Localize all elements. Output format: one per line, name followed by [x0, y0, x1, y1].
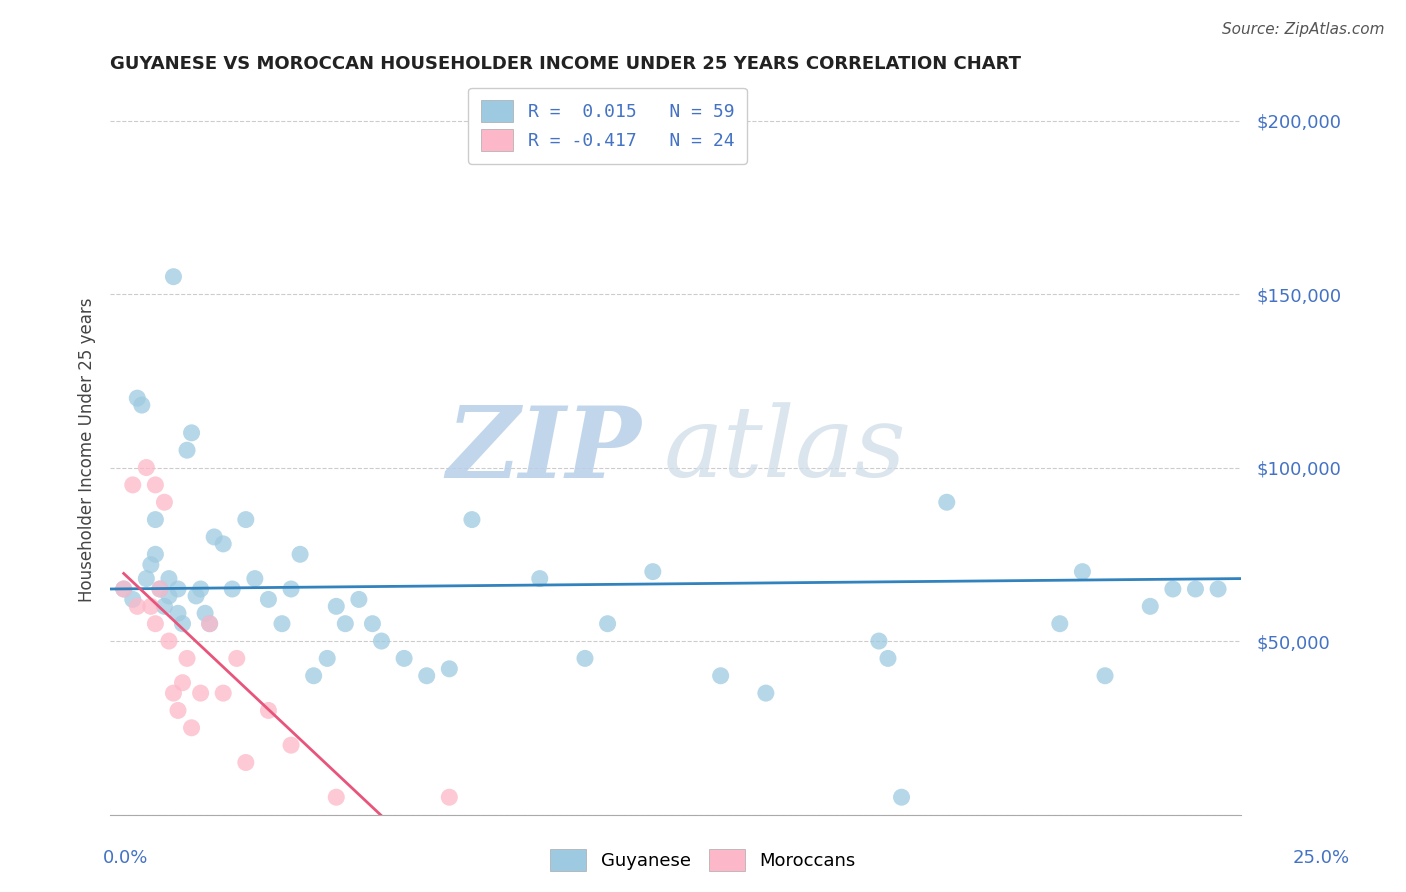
- Point: [439, 790, 461, 805]
- Legend: R =  0.015   N = 59, R = -0.417   N = 24: R = 0.015 N = 59, R = -0.417 N = 24: [468, 87, 747, 164]
- Point: [127, 599, 149, 614]
- Point: [176, 651, 198, 665]
- Point: [335, 616, 357, 631]
- Point: [135, 572, 157, 586]
- Point: [1139, 599, 1161, 614]
- Point: [167, 703, 190, 717]
- Point: [145, 616, 167, 631]
- Point: [176, 443, 198, 458]
- Point: [280, 582, 302, 596]
- Point: [1184, 582, 1206, 596]
- Point: [325, 599, 347, 614]
- Point: [157, 572, 180, 586]
- Point: [212, 686, 235, 700]
- Point: [153, 599, 176, 614]
- Point: [190, 582, 212, 596]
- Point: [288, 547, 311, 561]
- Legend: Guyanese, Moroccans: Guyanese, Moroccans: [543, 842, 863, 879]
- Point: [235, 512, 257, 526]
- Point: [302, 669, 325, 683]
- Point: [180, 721, 202, 735]
- Point: [529, 572, 551, 586]
- Point: [347, 592, 370, 607]
- Point: [1049, 616, 1071, 631]
- Point: [755, 686, 778, 700]
- Point: [162, 686, 184, 700]
- Point: [172, 675, 194, 690]
- Text: 0.0%: 0.0%: [103, 849, 148, 867]
- Point: [325, 790, 347, 805]
- Point: [121, 592, 143, 607]
- Text: atlas: atlas: [664, 402, 907, 498]
- Point: [935, 495, 957, 509]
- Point: [1206, 582, 1229, 596]
- Text: Source: ZipAtlas.com: Source: ZipAtlas.com: [1222, 22, 1385, 37]
- Point: [157, 589, 180, 603]
- Point: [194, 607, 217, 621]
- Point: [202, 530, 225, 544]
- Point: [167, 607, 190, 621]
- Point: [221, 582, 243, 596]
- Point: [127, 391, 149, 405]
- Point: [212, 537, 235, 551]
- Point: [710, 669, 733, 683]
- Point: [271, 616, 294, 631]
- Point: [235, 756, 257, 770]
- Point: [135, 460, 157, 475]
- Point: [370, 634, 392, 648]
- Point: [149, 582, 172, 596]
- Point: [145, 512, 167, 526]
- Point: [243, 572, 266, 586]
- Point: [180, 425, 202, 440]
- Text: GUYANESE VS MOROCCAN HOUSEHOLDER INCOME UNDER 25 YEARS CORRELATION CHART: GUYANESE VS MOROCCAN HOUSEHOLDER INCOME …: [110, 55, 1021, 73]
- Point: [198, 616, 221, 631]
- Point: [225, 651, 247, 665]
- Point: [415, 669, 437, 683]
- Point: [167, 582, 190, 596]
- Point: [198, 616, 221, 631]
- Point: [641, 565, 664, 579]
- Point: [392, 651, 415, 665]
- Point: [162, 269, 184, 284]
- Point: [145, 547, 167, 561]
- Point: [877, 651, 900, 665]
- Point: [157, 634, 180, 648]
- Text: ZIP: ZIP: [447, 402, 641, 499]
- Point: [574, 651, 596, 665]
- Point: [121, 478, 143, 492]
- Point: [112, 582, 135, 596]
- Point: [439, 662, 461, 676]
- Point: [145, 478, 167, 492]
- Point: [112, 582, 135, 596]
- Point: [461, 512, 484, 526]
- Point: [868, 634, 890, 648]
- Text: 25.0%: 25.0%: [1292, 849, 1350, 867]
- Point: [149, 582, 172, 596]
- Point: [361, 616, 384, 631]
- Point: [1094, 669, 1116, 683]
- Point: [139, 558, 162, 572]
- Point: [257, 592, 280, 607]
- Y-axis label: Householder Income Under 25 years: Householder Income Under 25 years: [79, 298, 96, 602]
- Point: [596, 616, 619, 631]
- Point: [890, 790, 912, 805]
- Point: [316, 651, 339, 665]
- Point: [1161, 582, 1184, 596]
- Point: [257, 703, 280, 717]
- Point: [172, 616, 194, 631]
- Point: [190, 686, 212, 700]
- Point: [153, 495, 176, 509]
- Point: [280, 738, 302, 752]
- Point: [131, 398, 153, 412]
- Point: [184, 589, 207, 603]
- Point: [1071, 565, 1094, 579]
- Point: [139, 599, 162, 614]
